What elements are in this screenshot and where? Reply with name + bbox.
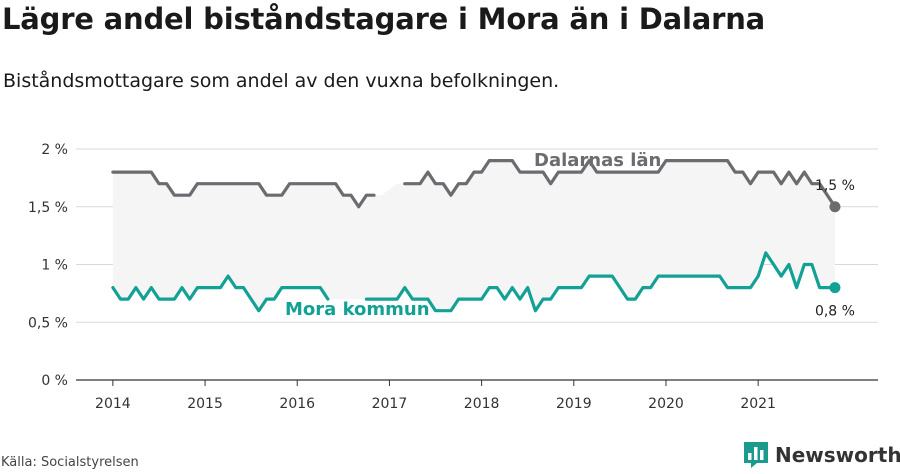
y-tick-label: 1 %: [41, 258, 68, 274]
axes: 0 % 0,5 % 1 % 1,5 % 2 % 2014 2015 2016 2017 2018 2…: [28, 142, 878, 412]
x-tick-label: 2017: [372, 396, 408, 412]
x-tick-label: 2018: [464, 396, 500, 412]
series-line-mora-kommun: [364, 251, 837, 313]
y-tick-label: 1,5 %: [28, 200, 68, 216]
series-name-mora-kommun: Mora kommun: [285, 299, 430, 320]
series-lines: [111, 159, 841, 313]
end-point-mora-kommun: [829, 282, 841, 294]
end-value-label-mora-kommun: 0,8 %: [815, 304, 855, 320]
x-tick-label: 2019: [556, 396, 592, 412]
chart-subtitle: Biståndsmottagare som andel av den vuxna…: [3, 70, 560, 92]
end-point-dalarnas-lan: [829, 201, 841, 213]
end-value-label-dalarnas-lan: 1,5 %: [815, 178, 855, 194]
chart-title: Lägre andel biståndstagare i Mora än i D…: [2, 2, 766, 36]
x-tick-label: 2016: [279, 396, 315, 412]
bar-chart-logo-icon: [744, 442, 768, 468]
series-name-dalarnas-lan: Dalarnas län: [534, 150, 661, 171]
x-tick-label: 2021: [740, 396, 776, 412]
brand-logo[interactable]: Newsworthy: [743, 440, 900, 470]
y-tick-label: 2 %: [41, 142, 68, 158]
range-fill: [112, 160, 835, 311]
x-tick-label: 2015: [187, 396, 223, 412]
y-tick-label: 0 %: [41, 373, 68, 389]
series-line-dalarnas-lan: [111, 170, 376, 209]
range-fill-area: [112, 160, 835, 311]
series-labels: 1,5 % 0,8 % Dalarnas län Mora kommun: [285, 150, 855, 320]
series-line-dalarnas-lan: [403, 159, 837, 209]
x-tick-label: 2020: [648, 396, 684, 412]
y-tick-label: 0,5 %: [28, 315, 68, 331]
series-line-mora-kommun: [111, 274, 330, 313]
x-tick-label: 2014: [95, 396, 131, 412]
source-note: Källa: Socialstyrelsen: [1, 455, 139, 470]
brand-name: Newsworthy: [775, 443, 900, 467]
